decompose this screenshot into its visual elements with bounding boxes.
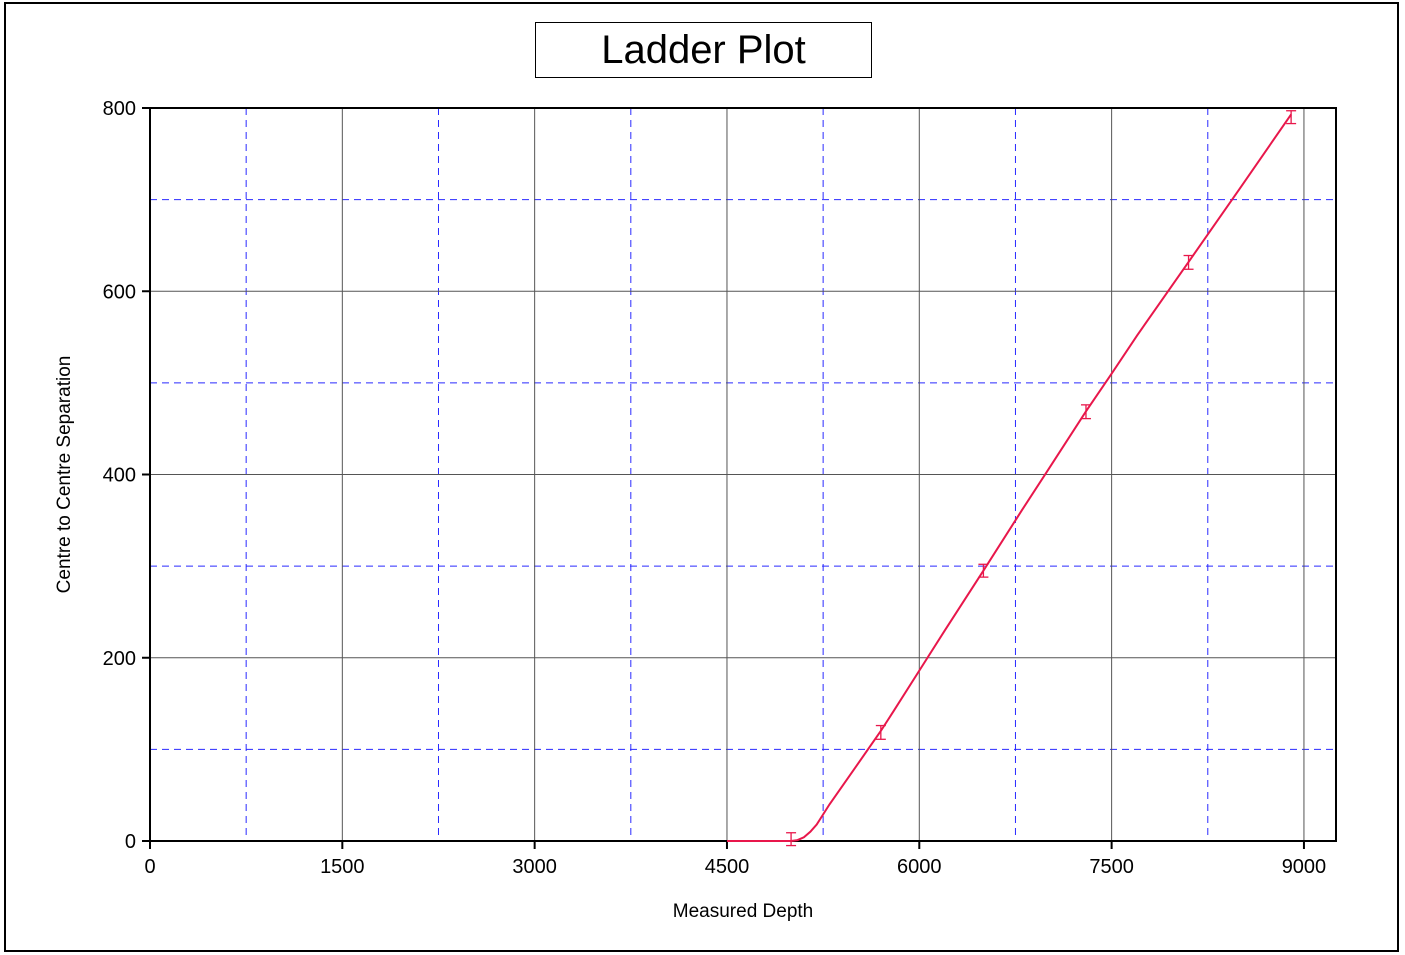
- y-axis-label: Centre to Centre Separation: [54, 356, 75, 594]
- y-tick-label: 200: [103, 648, 136, 670]
- x-tick-label: 3000: [512, 856, 557, 878]
- x-tick-label: 9000: [1282, 856, 1327, 878]
- major-grid-lines: [150, 107, 1336, 841]
- x-axis-label: Measured Depth: [673, 901, 813, 922]
- x-tick-label: 1500: [320, 856, 365, 878]
- series-line: [727, 113, 1292, 842]
- error-marker: [786, 832, 797, 847]
- error-marker: [875, 724, 886, 740]
- chart-frame: [4, 2, 1399, 952]
- x-axis: 0 1500 3000 4500 6000 7500 9000: [144, 841, 1326, 878]
- x-tick-label: 0: [144, 856, 155, 878]
- chart-title: Ladder Plot: [535, 22, 872, 78]
- y-axis: 0 200 400 600 800: [103, 98, 150, 853]
- error-markers: [786, 110, 1297, 847]
- error-marker: [978, 563, 989, 578]
- series-layer: [727, 113, 1292, 842]
- y-tick-label: 600: [103, 281, 136, 303]
- x-tick-label: 4500: [705, 856, 750, 878]
- y-tick-label: 0: [125, 831, 136, 853]
- error-marker: [1183, 254, 1194, 270]
- x-tick-label: 6000: [897, 856, 942, 878]
- y-tick-label: 800: [103, 98, 136, 120]
- error-marker: [1080, 404, 1091, 420]
- y-tick-label: 400: [103, 465, 136, 487]
- error-marker: [1286, 110, 1297, 125]
- x-tick-label: 7500: [1089, 856, 1134, 878]
